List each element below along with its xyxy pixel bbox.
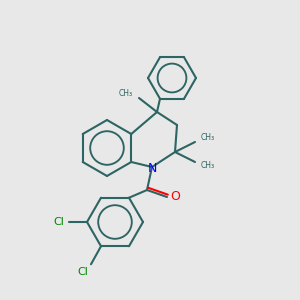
Text: Cl: Cl xyxy=(54,217,64,227)
Text: CH₃: CH₃ xyxy=(201,134,215,142)
Text: CH₃: CH₃ xyxy=(201,161,215,170)
Text: N: N xyxy=(147,161,157,175)
Text: Cl: Cl xyxy=(78,267,88,277)
Text: CH₃: CH₃ xyxy=(119,89,133,98)
Text: O: O xyxy=(170,190,180,203)
